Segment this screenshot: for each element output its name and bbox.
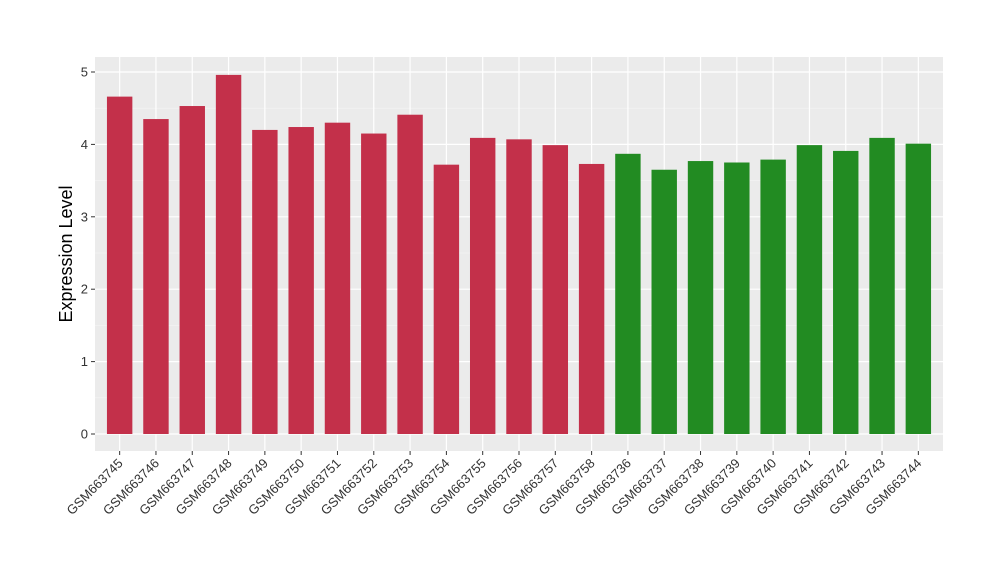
bar [724,162,750,434]
y-tick-label: 3 [81,209,88,224]
bar [252,129,278,435]
bar [578,163,605,434]
y-axis-title: Expression Level [56,185,76,322]
bar [506,139,532,434]
bar [796,145,823,434]
bar [143,119,169,434]
bar [542,145,569,434]
y-tick-label: 5 [81,65,88,80]
bar [869,137,895,434]
bar [361,133,387,435]
bar [651,169,677,435]
bars [106,74,932,435]
y-tick-label: 4 [81,137,88,152]
bar [760,159,786,434]
y-tick-label: 2 [81,282,88,297]
bar [905,143,932,434]
x-axis: GSM663745GSM663746GSM663747GSM663748GSM6… [64,451,924,518]
bar [397,114,423,434]
bar [179,106,205,434]
y-axis: 0 1 2 3 4 5 [81,65,95,442]
bar [833,150,859,434]
y-tick-label: 0 [81,427,88,442]
y-tick-label: 1 [81,354,88,369]
bar [215,74,242,434]
bar [687,161,714,434]
bar [324,122,351,435]
bar [106,96,133,434]
bar [615,153,641,434]
bar [288,127,314,435]
bar [469,137,496,434]
bar [433,164,460,434]
